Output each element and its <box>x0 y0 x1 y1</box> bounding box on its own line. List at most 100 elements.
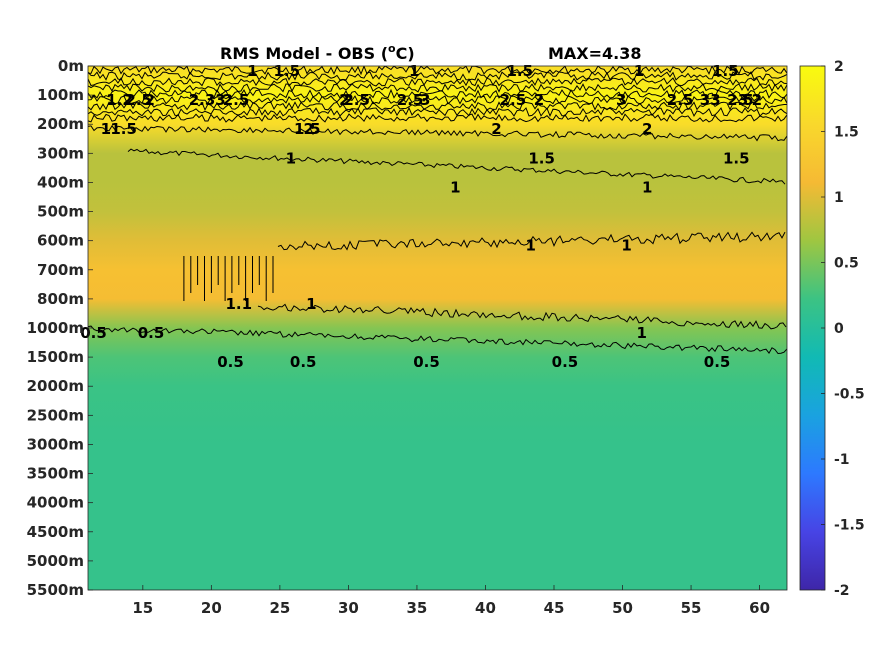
colorbar-tick-label: 0.5 <box>834 256 859 272</box>
y-tick-label: 1500m <box>27 348 84 366</box>
title-degree-sup: o <box>388 42 396 55</box>
colorbar-tick-label: 1 <box>834 190 844 206</box>
x-tick-label: 20 <box>201 599 222 617</box>
contour-line <box>88 325 787 355</box>
contour-line <box>257 303 787 330</box>
contour-label: 2.5 <box>397 91 424 109</box>
contour-line <box>88 70 787 81</box>
contour-label: 1 <box>306 295 316 313</box>
heatmap-field <box>88 66 787 590</box>
contour-label: 1.5 <box>273 62 300 80</box>
contour-label: 2 <box>339 91 349 109</box>
y-tick-label: 3500m <box>27 465 84 483</box>
colorbar: 2 1.5 1 0.5 0 -0.5 -1 -1.5 -2 <box>799 59 865 599</box>
y-tick-label: 200m <box>37 115 84 133</box>
contour-label: 2.5 <box>343 91 370 109</box>
contour-label: 3 <box>616 91 626 109</box>
y-tick-label: 0m <box>58 57 84 75</box>
y-tick-label: 100m <box>37 86 84 104</box>
y-tick-label: 2500m <box>27 406 84 424</box>
x-tick-label: 30 <box>338 599 359 617</box>
contour-label: 2 <box>144 91 154 109</box>
contour-label: 2 <box>303 120 313 138</box>
contour-label: 1 <box>101 120 111 138</box>
contour-label: 2.5 <box>667 91 694 109</box>
contour-label: 1 <box>450 178 460 196</box>
contour-line <box>88 101 787 111</box>
contour-label: 1.5 <box>506 62 533 80</box>
colorbar-tick-label: 2 <box>834 59 844 75</box>
x-tick-label: 40 <box>475 599 496 617</box>
contour-label: 2.5 <box>500 91 527 109</box>
contour-label: 2.5 <box>223 91 250 109</box>
contour-label: 0.5 <box>413 353 440 371</box>
contour-label: 1.5 <box>723 149 750 167</box>
contour-label: 2 <box>642 120 652 138</box>
contour-label: 2.5 <box>125 91 152 109</box>
contour-label: 2 <box>752 91 762 109</box>
contour-label: 1 <box>247 62 257 80</box>
colorbar-ticks: 2 1.5 1 0.5 0 -0.5 -1 -1.5 -2 <box>821 59 865 599</box>
contour-line <box>277 231 786 251</box>
contour-label: 1 <box>634 62 644 80</box>
y-tick-label: 1000m <box>27 319 84 337</box>
y-tick-label: 2000m <box>27 377 84 395</box>
contour-label: 0.5 <box>552 353 579 371</box>
contour-line <box>88 125 787 142</box>
y-tick-label: 500m <box>37 203 84 221</box>
contour-label: 1 <box>525 237 535 255</box>
contour-label: 1 <box>636 324 646 342</box>
y-tick-label: 3000m <box>27 435 84 453</box>
contour-line <box>88 83 787 93</box>
colorbar-tick-label: 1.5 <box>834 125 859 141</box>
title-main: RMS Model - OBS ( <box>220 44 388 63</box>
contour-line <box>88 113 787 123</box>
contour-label: 0.5 <box>217 353 244 371</box>
contour-label: 0.5 <box>290 353 317 371</box>
y-tick-label: 300m <box>37 144 84 162</box>
contour-line <box>88 77 787 87</box>
contour-label: 1.5 <box>712 62 739 80</box>
contour-label: 1.2 <box>106 91 133 109</box>
contour-label: 2.5 <box>727 91 754 109</box>
colorbar-tick-label: -1 <box>834 452 850 468</box>
colorbar-tick-label: -2 <box>834 583 850 599</box>
y-axis: 0m 100m 200m 300m 400m 500m 600m 700m 800m 1000m 1… <box>27 57 93 599</box>
x-axis: 15 20 25 30 35 40 45 50 55 60 <box>132 585 770 617</box>
contour-label: 1.5 <box>528 149 555 167</box>
y-tick-label: 4000m <box>27 494 84 512</box>
contour-label: 0.5 <box>138 324 165 342</box>
x-tick-label: 35 <box>407 599 428 617</box>
contour-lines <box>88 66 787 355</box>
contour-label: 1 <box>409 62 419 80</box>
contour-label: 1 <box>642 178 652 196</box>
title-unit: C) <box>396 44 415 63</box>
x-tick-label: 15 <box>132 599 153 617</box>
contour-label: 1 <box>286 149 296 167</box>
contour-line <box>88 66 787 76</box>
contour-line <box>88 88 787 99</box>
y-tick-label: 400m <box>37 173 84 191</box>
contour-label: 1.1 <box>225 295 252 313</box>
x-tick-label: 60 <box>749 599 770 617</box>
colorbar-tick-label: -1.5 <box>834 518 865 534</box>
contour-line <box>127 148 786 185</box>
colorbar-tick-label: -0.5 <box>834 387 865 403</box>
contour-label: 1 <box>621 237 631 255</box>
contour-label: 0.5 <box>80 324 107 342</box>
contour-label: 2 <box>491 120 501 138</box>
contour-label: 1.5 <box>294 120 321 138</box>
y-tick-label: 700m <box>37 261 84 279</box>
contour-label: 0.5 <box>704 353 731 371</box>
chart-title: RMS Model - OBS (oC) <box>220 42 415 63</box>
x-tick-label: 25 <box>269 599 290 617</box>
y-tick-label: 800m <box>37 290 84 308</box>
colorbar-tick-label: 0 <box>834 321 844 337</box>
y-tick-label: 5000m <box>27 552 84 570</box>
contour-line <box>88 106 787 118</box>
y-tick-label: 600m <box>37 232 84 250</box>
contour-line <box>88 95 787 106</box>
